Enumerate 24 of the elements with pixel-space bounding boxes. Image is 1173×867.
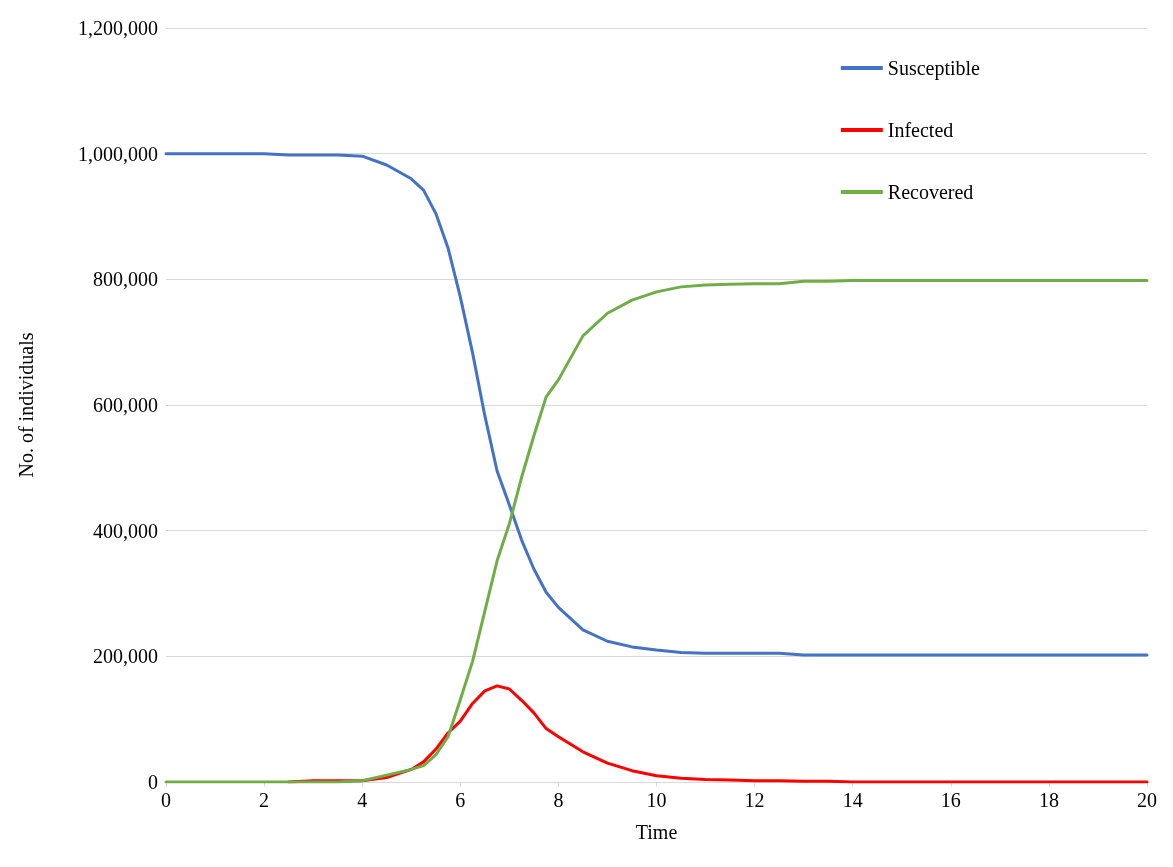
y-tick-label: 200,000 — [93, 645, 158, 668]
y-axis-title: No. of individuals — [15, 332, 37, 478]
x-tick-label: 12 — [744, 789, 765, 811]
y-tick-label: 0 — [148, 771, 158, 793]
x-tick-label: 16 — [940, 789, 961, 811]
x-tick-label: 6 — [455, 789, 466, 811]
x-tick-label: 20 — [1137, 789, 1157, 811]
line-series — [164, 279, 1149, 784]
legend-label: Recovered — [887, 181, 974, 203]
x-tick-label: 4 — [357, 789, 368, 811]
x-axis-title: Time — [635, 821, 678, 843]
x-tick-label: 18 — [1038, 789, 1059, 811]
x-tick-label: 10 — [646, 789, 667, 811]
line-series — [164, 152, 1149, 657]
x-tick-label: 2 — [259, 789, 270, 811]
y-tick-label: 1,200,000 — [78, 17, 158, 39]
legend-label: Infected — [887, 119, 954, 141]
y-tick-label: 1,000,000 — [78, 142, 158, 165]
x-tick-label: 8 — [553, 789, 564, 811]
legend-label: Susceptible — [887, 57, 981, 80]
y-tick-label: 400,000 — [93, 519, 158, 542]
y-tick-label: 800,000 — [93, 268, 158, 291]
y-tick-label: 600,000 — [93, 394, 158, 416]
x-tick-label: 14 — [842, 789, 863, 811]
